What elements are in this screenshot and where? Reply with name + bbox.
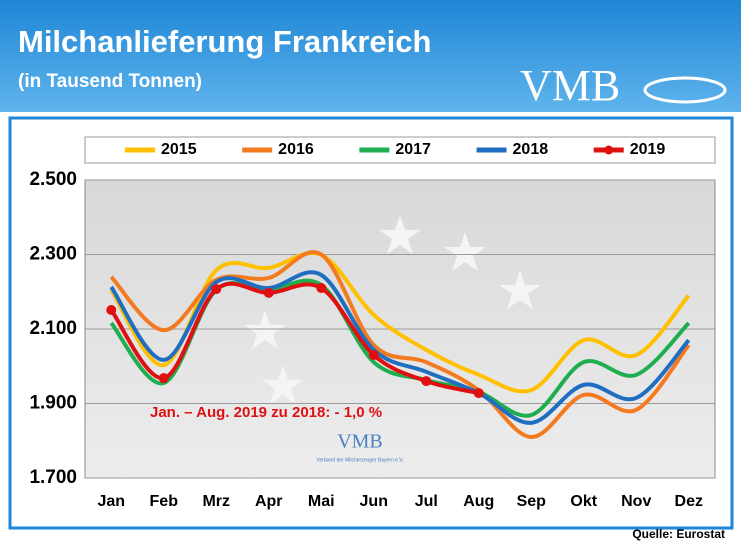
x-tick-label: Jun [360, 493, 388, 510]
watermark: VMB [337, 431, 383, 453]
marker [473, 388, 484, 399]
x-tick-label: Apr [255, 493, 283, 510]
x-tick-label: Feb [150, 493, 179, 510]
series-line [109, 270, 691, 425]
annotation: Jan. – Aug. 2019 zu 2018: - 1,0 % [150, 404, 382, 421]
legend-label: 2018 [513, 141, 549, 158]
marker [263, 287, 274, 298]
marker [316, 283, 327, 294]
title: Milchanlieferung Frankreich [18, 24, 431, 59]
marker [211, 284, 222, 295]
x-tick-label: Dez [675, 493, 703, 510]
y-tick-label: 2.500 [29, 169, 77, 190]
header [0, 0, 741, 112]
series-line [109, 251, 691, 394]
x-tick-label: Okt [570, 493, 597, 510]
source: Quelle: Eurostat [632, 527, 725, 541]
legend-label: 2015 [161, 141, 197, 158]
x-tick-label: Jan [97, 493, 125, 510]
marker [368, 350, 379, 361]
x-tick-label: Mrz [202, 493, 230, 510]
x-tick-label: Aug [463, 493, 494, 510]
logo-swoosh [643, 76, 727, 104]
marker [106, 305, 117, 316]
y-tick-label: 2.100 [29, 318, 77, 339]
subtitle: (in Tausend Tonnen) [18, 71, 202, 92]
series-line [109, 250, 691, 440]
legend-label: 2019 [630, 141, 666, 158]
y-tick-label: 2.300 [29, 244, 77, 265]
y-tick-label: 1.700 [29, 467, 77, 488]
x-tick-label: Jul [415, 493, 438, 510]
x-tick-label: Nov [621, 493, 651, 510]
y-tick-label: 1.900 [29, 393, 77, 414]
marker [158, 373, 169, 384]
marker [421, 376, 432, 387]
legend-label: 2016 [278, 141, 314, 158]
legend-label: 2017 [395, 141, 431, 158]
logo: VMB [520, 61, 620, 110]
watermark-subtext: Verband der Milcherzeuger Bayern e.V. [316, 457, 403, 463]
legend-marker [604, 145, 614, 155]
x-tick-label: Sep [517, 493, 547, 510]
x-tick-label: Mai [308, 493, 335, 510]
